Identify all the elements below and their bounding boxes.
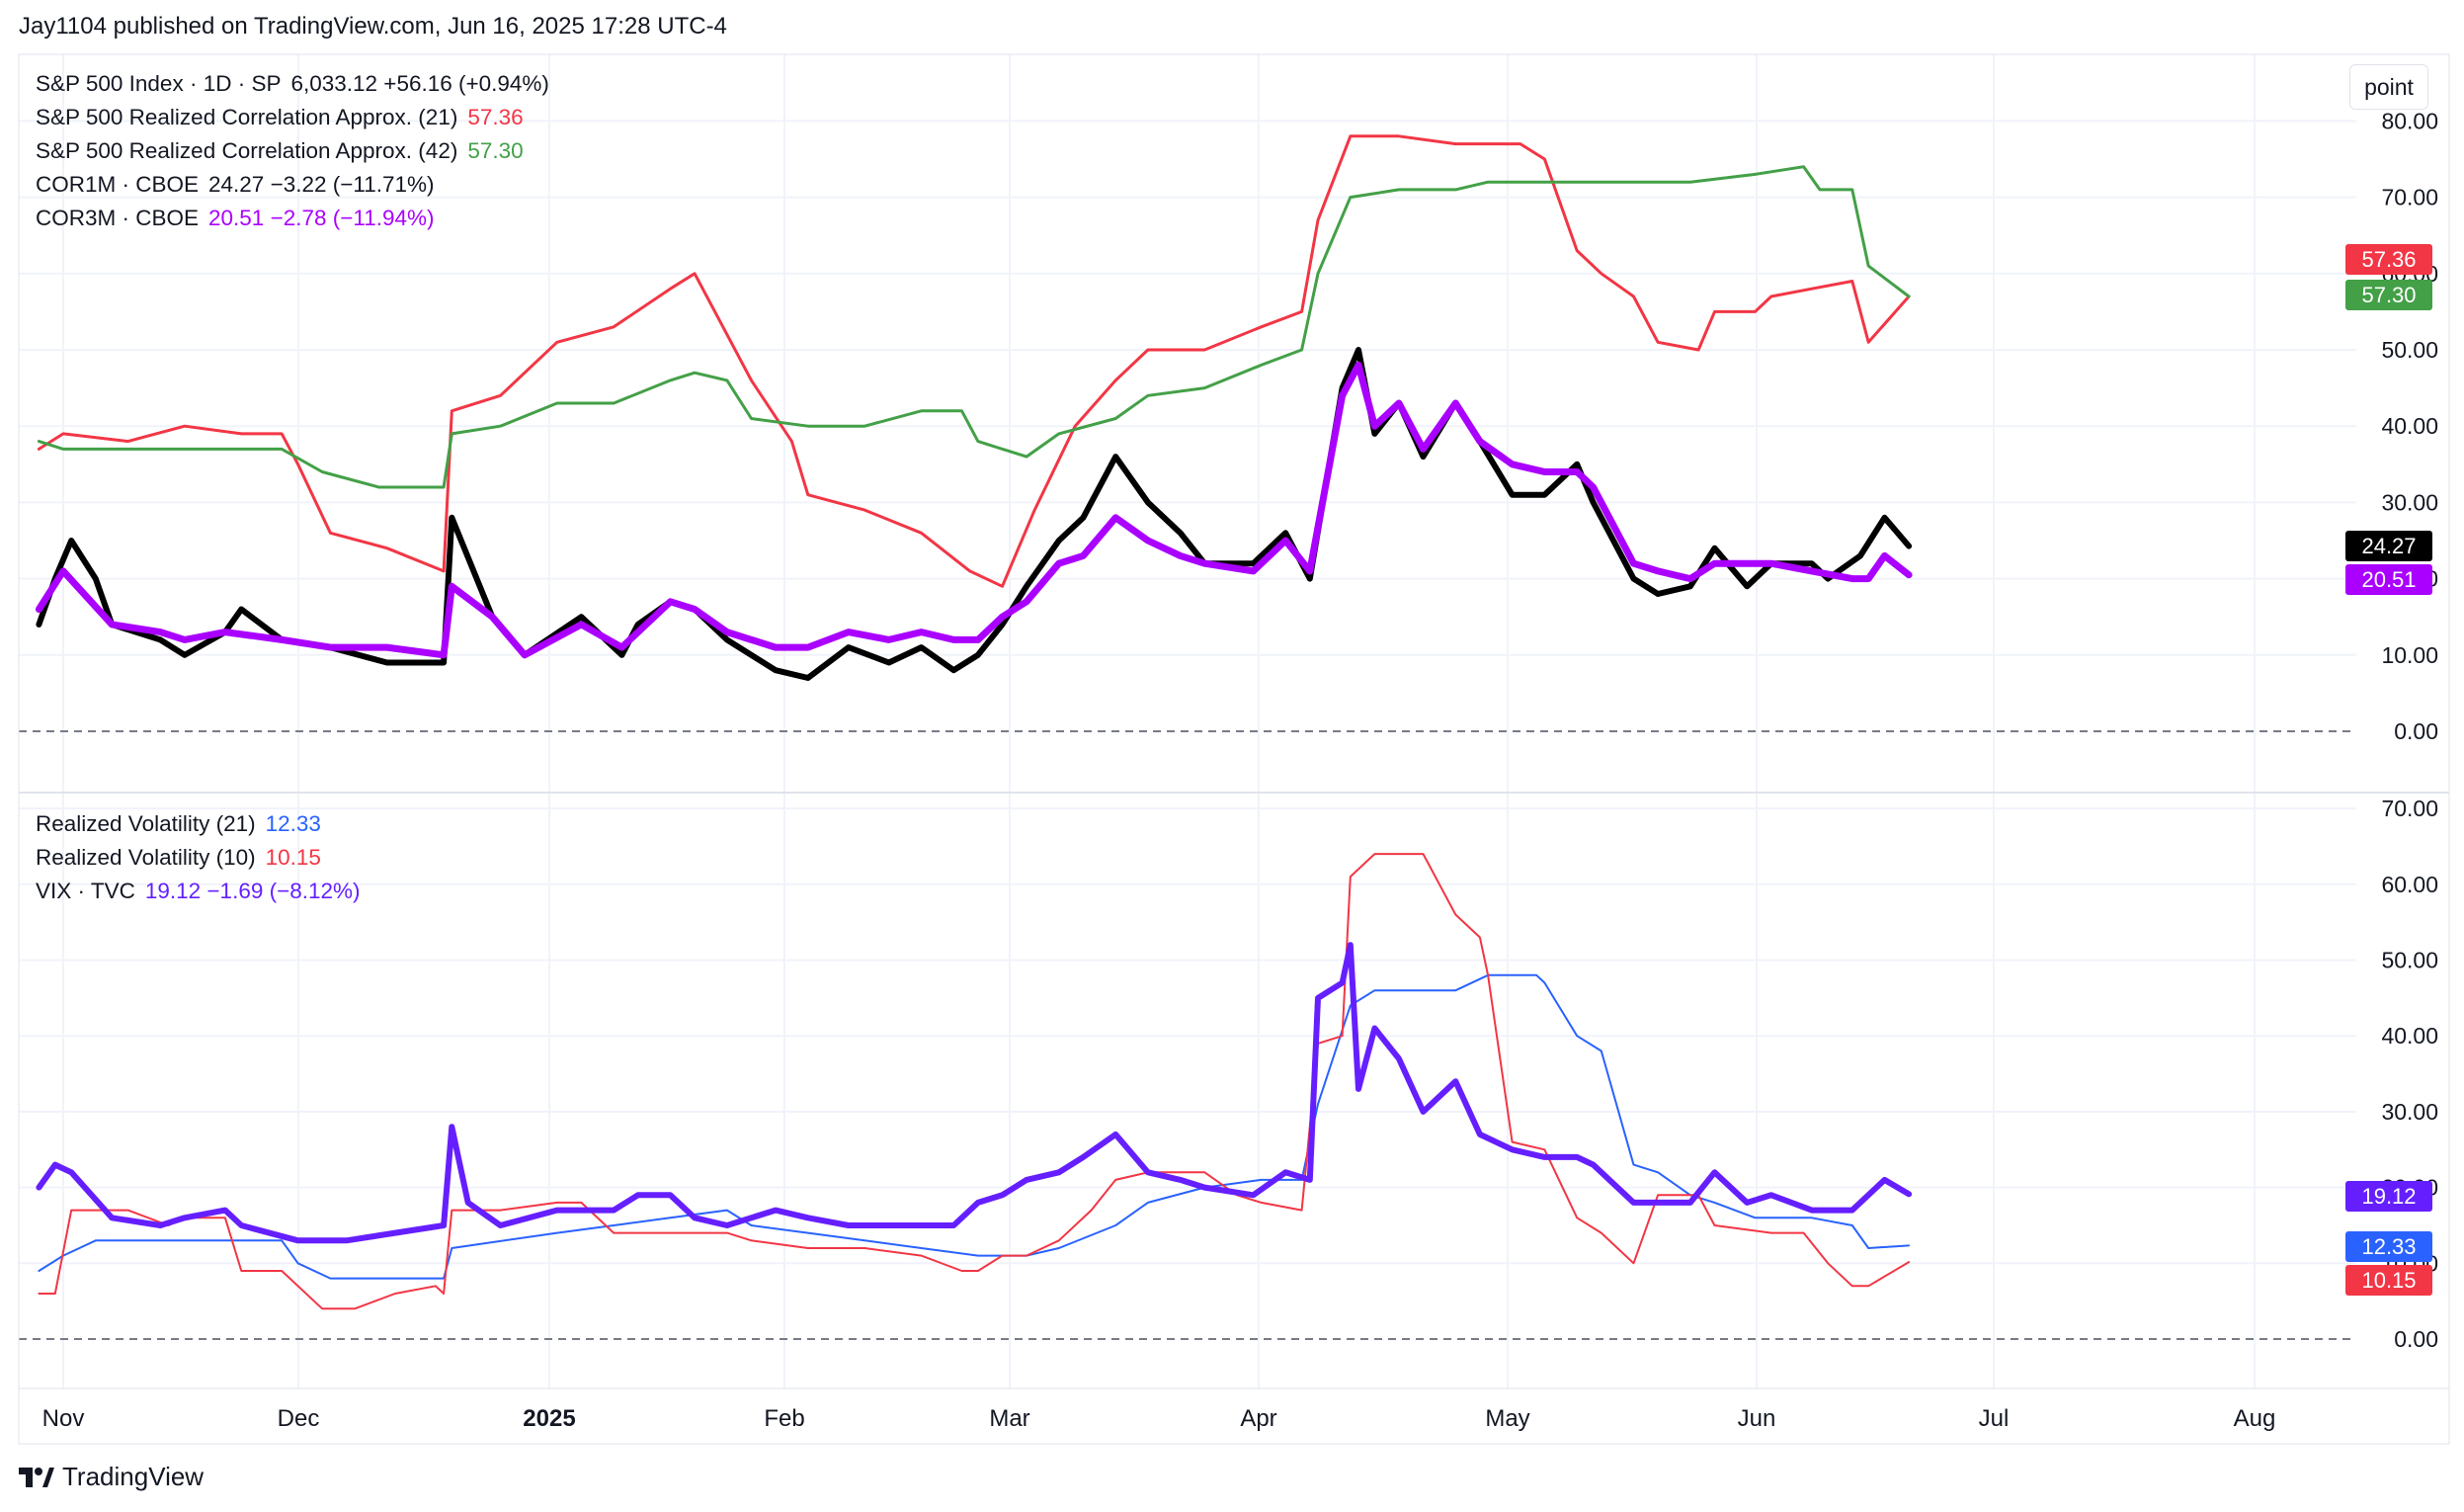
last-value-badge: 57.30	[2345, 280, 2432, 310]
series-line-s-p-500-realized-correlation-approx-21-[interactable]	[37, 134, 1911, 588]
legend-label: VIX · TVC	[36, 879, 135, 903]
series-line-realized-volatility-21-[interactable]	[38, 973, 1911, 1280]
legend-value: 24.27 −3.22 (−11.71%)	[208, 172, 435, 197]
series-line-cor1m-cboe[interactable]	[36, 347, 1913, 681]
series-line-cor3m-cboe[interactable]	[35, 361, 1913, 659]
logo-text: TradingView	[62, 1462, 205, 1491]
time-label: Apr	[1240, 1405, 1276, 1432]
time-label: Jun	[1738, 1405, 1776, 1432]
price-tick-label: 10.00	[2381, 642, 2438, 668]
tradingview-logo[interactable]: TradingView	[19, 1462, 204, 1492]
price-tick-label: 30.00	[2381, 489, 2438, 515]
legend-row-cor1m[interactable]: COR1M · CBOE 24.27 −3.22 (−11.71%)	[36, 168, 549, 202]
publisher-line: Jay1104 published on TradingView.com, Ju…	[19, 13, 727, 40]
price-tick-label: 80.00	[2381, 108, 2438, 133]
price-tick-label: 40.00	[2381, 413, 2438, 439]
legend-label: Realized Volatility (10)	[36, 845, 256, 870]
legend-label: COR1M · CBOE	[36, 172, 200, 197]
lower-pane-series	[36, 853, 1913, 1310]
time-axis[interactable]: Nov Dec 2025 Feb Mar Apr May Jun Jul Aug	[42, 1405, 2276, 1432]
legend-value: 6,033.12 +56.16 (+0.94%)	[290, 71, 549, 96]
legend-row-rv10[interactable]: Realized Volatility (10) 10.15	[36, 841, 361, 875]
chart-frame	[18, 53, 2450, 1445]
series-line-s-p-500-realized-correlation-approx-42-[interactable]	[37, 165, 1911, 489]
legend-value: 20.51 −2.78 (−11.94%)	[208, 206, 435, 230]
series-line-vix-tvc[interactable]	[36, 942, 1913, 1244]
price-tick-label: 30.00	[2381, 1099, 2438, 1125]
legend-row-spx[interactable]: S&P 500 Index · 1D · SP 6,033.12 +56.16 (…	[36, 67, 549, 101]
price-tick-label: 70.00	[2381, 185, 2438, 210]
series-line-realized-volatility-10-[interactable]	[38, 853, 1911, 1310]
time-label: Nov	[42, 1405, 85, 1432]
legend-label: S&P 500 Realized Correlation Approx. (42…	[36, 138, 458, 163]
price-tick-label: 60.00	[2381, 872, 2438, 897]
time-label: May	[1485, 1405, 1529, 1432]
price-tick-label: 50.00	[2381, 948, 2438, 973]
price-tick-label: 0.00	[2394, 1326, 2438, 1352]
last-value-badge: 12.33	[2345, 1231, 2432, 1262]
last-value-badge: 10.15	[2345, 1265, 2432, 1296]
upper-legend: S&P 500 Index · 1D · SP 6,033.12 +56.16 (…	[36, 67, 549, 235]
legend-value: 12.33	[265, 811, 321, 836]
time-label: 2025	[523, 1405, 575, 1432]
time-label: Mar	[989, 1405, 1029, 1432]
lower-legend: Realized Volatility (21) 12.33 Realized V…	[36, 807, 361, 908]
legend-value: 10.15	[265, 845, 321, 870]
price-tick-label: 0.00	[2394, 718, 2438, 744]
legend-value: 19.12 −1.69 (−8.12%)	[144, 879, 361, 903]
scale-mode-button[interactable]: point	[2349, 64, 2428, 110]
legend-row-corr42[interactable]: S&P 500 Realized Correlation Approx. (42…	[36, 134, 549, 168]
legend-row-corr21[interactable]: S&P 500 Realized Correlation Approx. (21…	[36, 101, 549, 134]
price-tick-label: 70.00	[2381, 796, 2438, 821]
time-label: Dec	[278, 1405, 320, 1432]
last-value-badge: 20.51	[2345, 564, 2432, 595]
grid-lines	[19, 54, 2356, 1388]
last-value-badge: 57.36	[2345, 244, 2432, 275]
legend-value: 57.36	[467, 105, 524, 129]
legend-label: COR3M · CBOE	[36, 206, 200, 230]
upper-pane-series	[35, 134, 1913, 681]
price-tick-label: 50.00	[2381, 337, 2438, 363]
last-value-badge: 19.12	[2345, 1181, 2432, 1212]
legend-row-rv21[interactable]: Realized Volatility (21) 12.33	[36, 807, 361, 841]
legend-label: S&P 500 Index · 1D · SP	[36, 71, 282, 96]
price-tick-label: 40.00	[2381, 1023, 2438, 1049]
time-label: Feb	[764, 1405, 804, 1432]
legend-value: 57.30	[467, 138, 524, 163]
legend-row-cor3m[interactable]: COR3M · CBOE 20.51 −2.78 (−11.94%)	[36, 202, 549, 235]
legend-label: Realized Volatility (21)	[36, 811, 256, 836]
tradingview-logo-icon	[19, 1467, 54, 1487]
time-label: Aug	[2234, 1405, 2276, 1432]
legend-label: S&P 500 Realized Correlation Approx. (21…	[36, 105, 458, 129]
last-value-badge: 24.27	[2345, 531, 2432, 561]
upper-price-axis[interactable]: 0.0010.0020.0030.0040.0050.0060.0070.008…	[2381, 108, 2438, 744]
legend-row-vix[interactable]: VIX · TVC 19.12 −1.69 (−8.12%)	[36, 875, 361, 908]
time-label: Jul	[1979, 1405, 2010, 1432]
